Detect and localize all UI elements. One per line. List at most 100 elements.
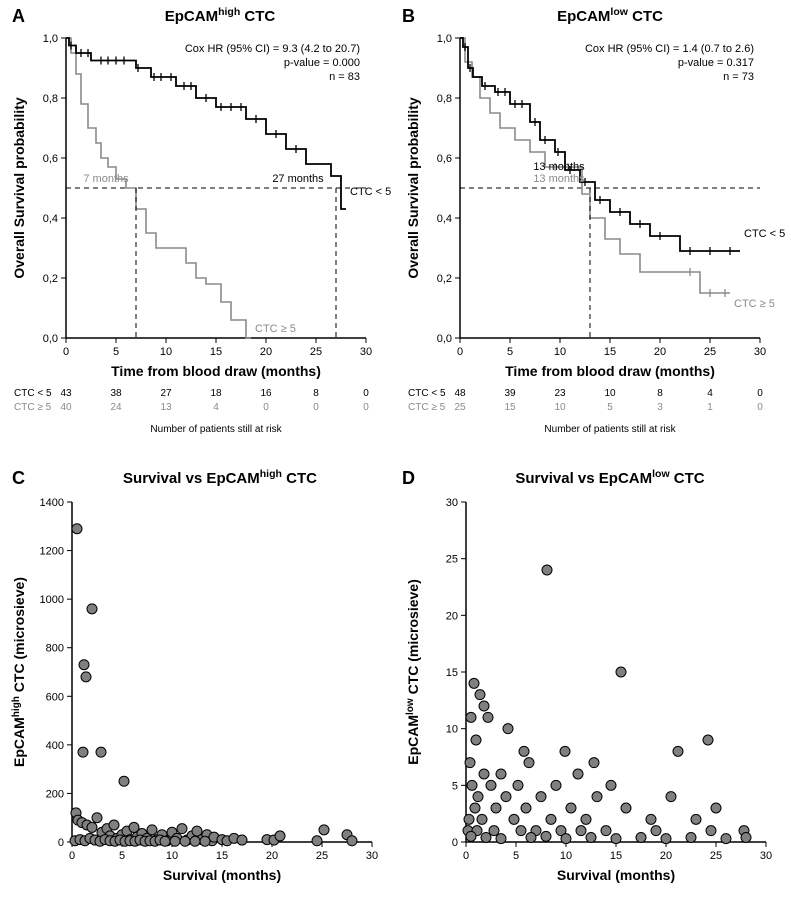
svg-text:20: 20 <box>266 850 278 862</box>
svg-text:CTC ≥ 5: CTC ≥ 5 <box>255 323 296 335</box>
svg-text:8: 8 <box>657 388 663 399</box>
panel-a-title-text: EpCAMhigh CTC <box>165 8 276 25</box>
svg-text:0,4: 0,4 <box>437 213 452 225</box>
panel-a-label: A <box>12 6 25 27</box>
svg-text:25: 25 <box>316 850 328 862</box>
svg-text:38: 38 <box>110 388 122 399</box>
panel-a-title: EpCAMhigh CTC <box>60 6 380 25</box>
svg-text:1000: 1000 <box>40 594 64 606</box>
svg-text:0: 0 <box>363 402 369 413</box>
svg-text:CTC < 5: CTC < 5 <box>408 388 446 399</box>
svg-text:18: 18 <box>210 388 222 399</box>
svg-text:Overall Survival probability: Overall Survival probability <box>405 97 421 279</box>
svg-text:0: 0 <box>263 402 269 413</box>
panel-c-title: Survival vs EpCAMhigh CTC <box>60 468 380 487</box>
svg-text:27: 27 <box>160 388 172 399</box>
svg-text:Number of patients still at ri: Number of patients still at risk <box>150 424 282 435</box>
svg-text:Cox HR (95% CI) = 1.4 (0.7 to: Cox HR (95% CI) = 1.4 (0.7 to 2.6) <box>585 43 754 55</box>
svg-text:20: 20 <box>260 346 272 358</box>
svg-text:0,8: 0,8 <box>43 93 58 105</box>
svg-text:30: 30 <box>366 850 378 862</box>
svg-text:p-value = 0.000: p-value = 0.000 <box>284 57 360 69</box>
svg-text:1200: 1200 <box>40 546 64 558</box>
svg-text:CTC ≥ 5: CTC ≥ 5 <box>408 402 446 413</box>
svg-text:n = 73: n = 73 <box>723 71 754 83</box>
svg-text:24: 24 <box>110 402 122 413</box>
svg-text:20: 20 <box>654 346 666 358</box>
svg-text:15: 15 <box>210 346 222 358</box>
svg-text:10: 10 <box>166 850 178 862</box>
svg-text:0,6: 0,6 <box>437 153 452 165</box>
svg-text:15: 15 <box>216 850 228 862</box>
svg-text:40: 40 <box>60 402 72 413</box>
svg-text:4: 4 <box>213 402 219 413</box>
svg-text:5: 5 <box>113 346 119 358</box>
svg-text:10: 10 <box>560 850 572 862</box>
panel-a-chart: 0510152025300,00,20,40,60,81,0Time from … <box>6 28 391 458</box>
panel-b-title-text: EpCAMlow CTC <box>557 8 663 25</box>
svg-text:0,8: 0,8 <box>437 93 452 105</box>
svg-text:8: 8 <box>313 388 319 399</box>
svg-text:Number of patients still at ri: Number of patients still at risk <box>544 424 676 435</box>
panel-d-title: Survival vs EpCAMlow CTC <box>450 468 770 487</box>
svg-text:39: 39 <box>504 388 516 399</box>
svg-text:25: 25 <box>454 402 466 413</box>
svg-text:CTC < 5: CTC < 5 <box>744 228 785 240</box>
svg-text:EpCAMhigh CTC (microsieve): EpCAMhigh CTC (microsieve) <box>11 577 28 767</box>
svg-text:0: 0 <box>457 346 463 358</box>
svg-text:10: 10 <box>446 724 458 736</box>
svg-text:0: 0 <box>313 402 319 413</box>
svg-text:43: 43 <box>60 388 72 399</box>
svg-text:13 months: 13 months <box>533 161 585 173</box>
svg-text:n = 83: n = 83 <box>329 71 360 83</box>
svg-text:10: 10 <box>554 346 566 358</box>
svg-text:800: 800 <box>46 643 64 655</box>
svg-text:25: 25 <box>310 346 322 358</box>
svg-text:30: 30 <box>754 346 766 358</box>
svg-text:CTC ≥ 5: CTC ≥ 5 <box>14 402 52 413</box>
svg-text:25: 25 <box>446 554 458 566</box>
svg-text:0: 0 <box>757 402 763 413</box>
svg-text:5: 5 <box>507 346 513 358</box>
svg-text:0: 0 <box>363 388 369 399</box>
svg-text:1: 1 <box>707 402 713 413</box>
svg-text:Time from blood draw (months): Time from blood draw (months) <box>111 363 321 379</box>
svg-text:0,0: 0,0 <box>43 333 58 345</box>
svg-text:EpCAMlow CTC (microsieve): EpCAMlow CTC (microsieve) <box>405 579 422 765</box>
svg-text:20: 20 <box>446 610 458 622</box>
svg-text:25: 25 <box>710 850 722 862</box>
svg-text:48: 48 <box>454 388 466 399</box>
panel-b-chart: 0510152025300,00,20,40,60,81,0Time from … <box>400 28 785 458</box>
svg-text:13: 13 <box>160 402 172 413</box>
svg-text:15: 15 <box>504 402 516 413</box>
svg-text:Survival (months): Survival (months) <box>557 867 675 883</box>
svg-text:23: 23 <box>554 388 566 399</box>
svg-text:20: 20 <box>660 850 672 862</box>
svg-text:0,6: 0,6 <box>43 153 58 165</box>
svg-text:5: 5 <box>607 402 613 413</box>
svg-text:1,0: 1,0 <box>437 33 452 45</box>
svg-text:30: 30 <box>760 850 772 862</box>
svg-text:Overall Survival probability: Overall Survival probability <box>11 97 27 279</box>
svg-text:15: 15 <box>610 850 622 862</box>
svg-text:13 months: 13 months <box>533 173 585 185</box>
svg-text:0: 0 <box>69 850 75 862</box>
panel-c-label: C <box>12 468 25 489</box>
svg-text:1400: 1400 <box>40 497 64 509</box>
svg-text:25: 25 <box>704 346 716 358</box>
figure-root: A B C D EpCAMhigh CTC EpCAMlow CTC Survi… <box>0 0 791 910</box>
svg-text:10: 10 <box>604 388 616 399</box>
svg-text:3: 3 <box>657 402 663 413</box>
svg-text:400: 400 <box>46 740 64 752</box>
svg-text:5: 5 <box>452 780 458 792</box>
svg-text:4: 4 <box>707 388 713 399</box>
svg-text:0: 0 <box>463 850 469 862</box>
svg-text:5: 5 <box>513 850 519 862</box>
panel-d-label: D <box>402 468 415 489</box>
svg-text:600: 600 <box>46 691 64 703</box>
svg-text:10: 10 <box>160 346 172 358</box>
svg-text:CTC ≥ 5: CTC ≥ 5 <box>734 298 775 310</box>
panel-d-title-text: Survival vs EpCAMlow CTC <box>515 470 704 487</box>
panel-d-chart: 051015202530051015202530Survival (months… <box>400 494 785 904</box>
svg-text:0,2: 0,2 <box>43 273 58 285</box>
